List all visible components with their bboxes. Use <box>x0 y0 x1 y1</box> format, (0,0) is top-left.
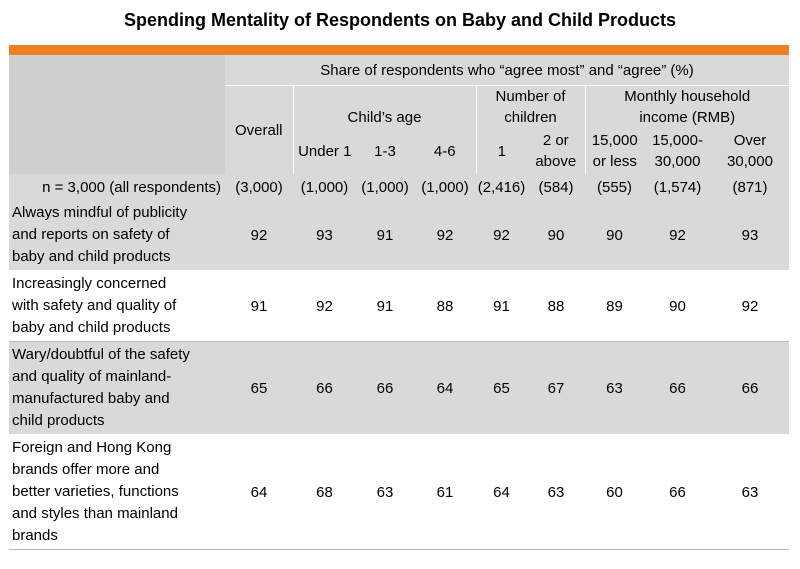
sample-size-inc2: (1,574) <box>653 178 702 196</box>
header-income-line2: income (RMB) <box>639 109 736 126</box>
header-under-1: Under 1 <box>292 128 356 174</box>
sample-size-overall: (3,000) <box>235 178 283 196</box>
value-cell: 67 <box>527 341 585 435</box>
value-cell: 92 <box>644 200 711 271</box>
value-cell: 89 <box>585 270 644 342</box>
header-inc1-line1: 15,000 <box>591 132 638 149</box>
value-cell: 63 <box>711 434 789 550</box>
value-cell: 66 <box>711 341 789 435</box>
row-label: Always mindful of publicity and reports o… <box>9 200 225 271</box>
value-cell: 63 <box>585 341 644 435</box>
value-cell: 65 <box>225 341 293 435</box>
value-cell: 90 <box>585 200 644 271</box>
value-cell: 92 <box>414 200 476 271</box>
table-body: Always mindful of publicity and reports o… <box>9 200 789 550</box>
header-overall: Overall <box>225 85 293 174</box>
sample-size-under-1: (1,000) <box>300 178 349 196</box>
header-two-line1: 2 or <box>542 132 569 149</box>
header-two-line2: above <box>535 153 577 170</box>
value-cell: 64 <box>225 434 293 550</box>
row-label: Wary/doubtful of the safety and quality o… <box>9 341 225 435</box>
value-cell: 66 <box>293 341 356 435</box>
header-number-of-children: Number of children <box>475 85 585 128</box>
header-age-1-3: 1-3 <box>374 142 396 160</box>
row-label: Foreign and Hong Kong brands offer more a… <box>9 434 225 550</box>
row-label-line: and styles than mainland <box>12 505 178 522</box>
value-cell: 92 <box>225 200 293 271</box>
header-inc2-line2: 30,000 <box>654 153 701 170</box>
header-inc1-line2: or less <box>592 153 637 170</box>
value-cell: 68 <box>293 434 356 550</box>
value-cell: 92 <box>711 270 789 342</box>
value-cell: 90 <box>527 200 585 271</box>
survey-table: Share of respondents who “agree most” an… <box>9 55 789 550</box>
header-inc3-line1: Over <box>733 132 767 149</box>
header-income-line1: Monthly household <box>624 88 751 105</box>
row-label-line: with safety and quality of <box>12 297 177 314</box>
value-cell: 91 <box>476 270 527 342</box>
row-label-line: manufactured baby and <box>12 390 170 407</box>
row-label-line: Increasingly concerned <box>12 275 167 292</box>
value-cell: 92 <box>293 270 356 342</box>
value-cell: 88 <box>527 270 585 342</box>
chart-title: Spending Mentality of Respondents on Bab… <box>123 10 677 30</box>
value-cell: 66 <box>644 434 711 550</box>
value-cell: 91 <box>356 200 414 271</box>
row-label-line: and quality of mainland- <box>12 368 172 385</box>
sample-size-label: n = 3,000 (all respondents) <box>42 178 221 196</box>
sample-size-age-1-3: (1,000) <box>361 178 409 196</box>
sample-size-inc1: (555) <box>596 178 633 196</box>
row-label-line: and reports on safety of <box>12 226 170 243</box>
row-label-line: Always mindful of publicity <box>12 204 188 221</box>
value-cell: 64 <box>414 341 476 435</box>
sample-size-one-child: (2,416) <box>477 178 526 196</box>
row-label-line: brands <box>12 527 58 544</box>
value-cell: 91 <box>225 270 293 342</box>
value-cell: 60 <box>585 434 644 550</box>
row-label-line: Wary/doubtful of the safety <box>12 346 190 363</box>
row-label-line: baby and child products <box>12 319 171 336</box>
header-span-title: Share of respondents who “agree most” an… <box>320 61 694 79</box>
header-corner <box>9 55 225 174</box>
table-row: Always mindful of publicity and reports o… <box>9 200 789 271</box>
header-age-4-6: 4-6 <box>433 142 456 160</box>
row-label-line: better varieties, functions <box>12 483 179 500</box>
table-row: Increasingly concerned with safety and qu… <box>9 270 789 342</box>
header-inc2-line1: 15,000- <box>652 132 703 149</box>
header-one-child: 1 <box>475 128 527 174</box>
value-cell: 91 <box>356 270 414 342</box>
row-label-line: baby and child products <box>12 248 171 265</box>
value-cell: 93 <box>293 200 356 271</box>
value-cell: 88 <box>414 270 476 342</box>
value-cell: 61 <box>414 434 476 550</box>
table-row: Foreign and Hong Kong brands offer more a… <box>9 434 789 550</box>
row-label: Increasingly concerned with safety and qu… <box>9 270 225 342</box>
header-childs-age: Child’s age <box>292 85 476 128</box>
title-accent-bar <box>9 45 789 55</box>
value-cell: 93 <box>711 200 789 271</box>
header-income-15000-30000: 15,000- 30,000 <box>644 128 711 174</box>
value-cell: 64 <box>476 434 527 550</box>
value-cell: 66 <box>356 341 414 435</box>
value-cell: 65 <box>476 341 527 435</box>
header-two-or-above: 2 or above <box>527 128 585 174</box>
header-income-over-30000: Over 30,000 <box>711 128 789 174</box>
value-cell: 66 <box>644 341 711 435</box>
sample-size-two-or-above: (584) <box>538 178 574 196</box>
value-cell: 63 <box>356 434 414 550</box>
value-cell: 63 <box>527 434 585 550</box>
header-number-of-children-line1: Number of <box>495 88 566 105</box>
header-income-15000-or-less: 15,000 or less <box>584 128 644 174</box>
header-inc3-line2: 30,000 <box>727 153 773 170</box>
sample-size-inc3: (871) <box>732 178 768 196</box>
table-row: Wary/doubtful of the safety and quality o… <box>9 341 789 435</box>
header-income: Monthly household income (RMB) <box>584 85 789 128</box>
value-cell: 90 <box>644 270 711 342</box>
value-cell: 92 <box>476 200 527 271</box>
row-label-line: brands offer more and <box>12 461 160 478</box>
row-label-line: child products <box>12 412 105 429</box>
header-number-of-children-line2: children <box>504 109 557 126</box>
sample-size-age-4-6: (1,000) <box>421 178 469 196</box>
row-label-line: Foreign and Hong Kong <box>12 439 172 456</box>
